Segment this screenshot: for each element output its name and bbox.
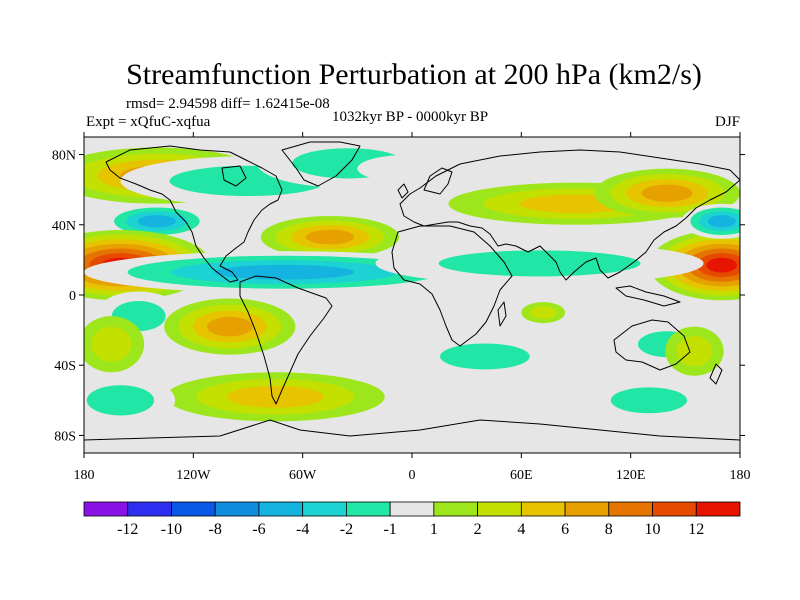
colorbar-label: -4 — [296, 521, 309, 538]
australia-coastline — [613, 319, 691, 371]
map-panel: 180 120W 60W 0 60E 120E 180 80N 40N 0 40S 80S — [52, 132, 751, 483]
stats-label: rmsd= 2.94598 diff= 1.62415e-08 — [126, 96, 330, 112]
colorbar-swatch — [83, 501, 129, 517]
colorbar-label: 4 — [517, 521, 525, 538]
chart-title: Streamfunction Perturbation at 200 hPa (… — [126, 58, 702, 91]
maritime-continent — [615, 285, 681, 307]
colorbar-swatch — [477, 501, 522, 517]
y-tick-label: 40N — [52, 219, 76, 234]
anomaly-southern-ocean-negative-east — [586, 379, 711, 422]
anomaly-field-layer — [84, 138, 740, 425]
y-tick-label: 80N — [52, 149, 76, 164]
colorbar-label: 1 — [430, 521, 438, 538]
colorbar-label: 2 — [474, 521, 482, 538]
contour-level-neg2 — [440, 343, 530, 370]
colorbar-swatch — [345, 501, 391, 517]
colorbar-label: -12 — [117, 521, 138, 538]
colorbar-label: 12 — [688, 521, 704, 538]
contour-level-4 — [226, 385, 324, 408]
colorbar-swatch — [171, 501, 216, 517]
colorbar-label: -8 — [209, 521, 222, 538]
x-tick-label: 60E — [510, 468, 533, 483]
anomaly-siberia-positive — [594, 168, 740, 218]
new-zealand — [709, 363, 723, 385]
map-axes: 180 120W 60W 0 60E 120E 180 80N 40N 0 40S 80S — [52, 132, 751, 483]
y-tick-label: 80S — [54, 429, 76, 444]
contour-level-6 — [206, 316, 253, 337]
colorbar-label: -6 — [252, 521, 265, 538]
anomaly-west-pacific-midlatitude-negative — [681, 203, 740, 239]
antarctica-coastline — [84, 419, 740, 441]
x-tick-label: 180 — [730, 468, 751, 483]
anomaly-southern-ocean-positive — [166, 372, 385, 422]
anomaly-south-indian-negative — [412, 335, 558, 378]
contour-level-neg6 — [214, 264, 355, 280]
africa-coastline — [391, 225, 513, 347]
contour-level-neg6 — [707, 215, 736, 228]
period-label: 1032kyr BP - 0000kyr BP — [332, 109, 488, 125]
colorbar-swatch — [214, 501, 260, 517]
colorbar-swatch — [127, 501, 172, 517]
eurasia-coastline — [399, 149, 740, 281]
colorbar-swatch — [564, 501, 610, 517]
coastlines — [84, 141, 740, 441]
contour-level-neg2 — [610, 387, 688, 414]
contour-level-neg6 — [137, 215, 176, 228]
experiment-label: Expt = xQfuC-xqfua — [86, 114, 211, 130]
colorbar-label: 8 — [605, 521, 613, 538]
anomaly-atlantic-arctic-weak-negative — [357, 154, 467, 183]
colorbar-swatch — [389, 501, 435, 517]
x-tick-label: 60W — [289, 468, 317, 483]
hudson-bay — [221, 165, 247, 187]
north-america-coastline — [105, 145, 283, 283]
contour-level-6 — [641, 184, 693, 202]
colorbar-swatch — [302, 501, 347, 517]
x-tick-label: 120E — [616, 468, 646, 483]
colorbar-swatch — [520, 501, 566, 517]
madagascar — [497, 301, 507, 327]
colorbar-swatch — [433, 501, 479, 517]
scandinavia-coastline — [423, 167, 453, 195]
colorbar-swatch — [608, 501, 653, 517]
colorbar-label: 6 — [561, 521, 569, 538]
colorbar-label: -10 — [161, 521, 182, 538]
x-tick-label: 0 — [409, 468, 416, 483]
y-tick-label: 40S — [54, 359, 76, 374]
colorbar-label: 10 — [645, 521, 661, 538]
anomaly-southeast-pacific-weak — [84, 316, 145, 373]
colorbar-label: -1 — [383, 521, 396, 538]
contour-level-neg1 — [357, 154, 467, 183]
south-america-coastline — [239, 275, 333, 405]
contour-level-12 — [706, 257, 738, 273]
contour-level-neg1 — [330, 312, 440, 355]
colorbar-swatch — [258, 501, 304, 517]
x-tick-label: 120W — [176, 468, 211, 483]
colorbar-swatch — [652, 501, 697, 517]
anomaly-tropical-asia-band — [375, 242, 704, 285]
anomaly-southern-ocean-negative-west — [84, 375, 176, 425]
greenland-coastline — [281, 141, 361, 187]
anomaly-indian-ocean-weak-positive — [521, 302, 566, 324]
anomaly-south-pacific-positive — [164, 298, 296, 355]
season-label: DJF — [715, 114, 740, 130]
colorbar: -12 -10 -8 -6 -4 -2 -1 1 2 4 6 8 10 12 — [83, 501, 741, 538]
anomaly-north-atlantic-positive — [260, 216, 400, 259]
contour-level-2 — [529, 306, 557, 320]
anomaly-south-atlantic-negative — [330, 312, 440, 355]
british-isles — [397, 183, 409, 199]
x-tick-label: 180 — [74, 468, 95, 483]
anomaly-australia-positive — [665, 326, 724, 376]
colorbar-swatch — [695, 501, 741, 517]
contour-level-neg2 — [86, 385, 155, 416]
contour-level-2 — [91, 326, 132, 362]
colorbar-label: -2 — [340, 521, 353, 538]
contour-level-neg2 — [438, 250, 641, 277]
y-tick-label: 0 — [69, 289, 76, 304]
contour-level-6 — [305, 229, 355, 245]
contour-level-2 — [676, 336, 713, 367]
